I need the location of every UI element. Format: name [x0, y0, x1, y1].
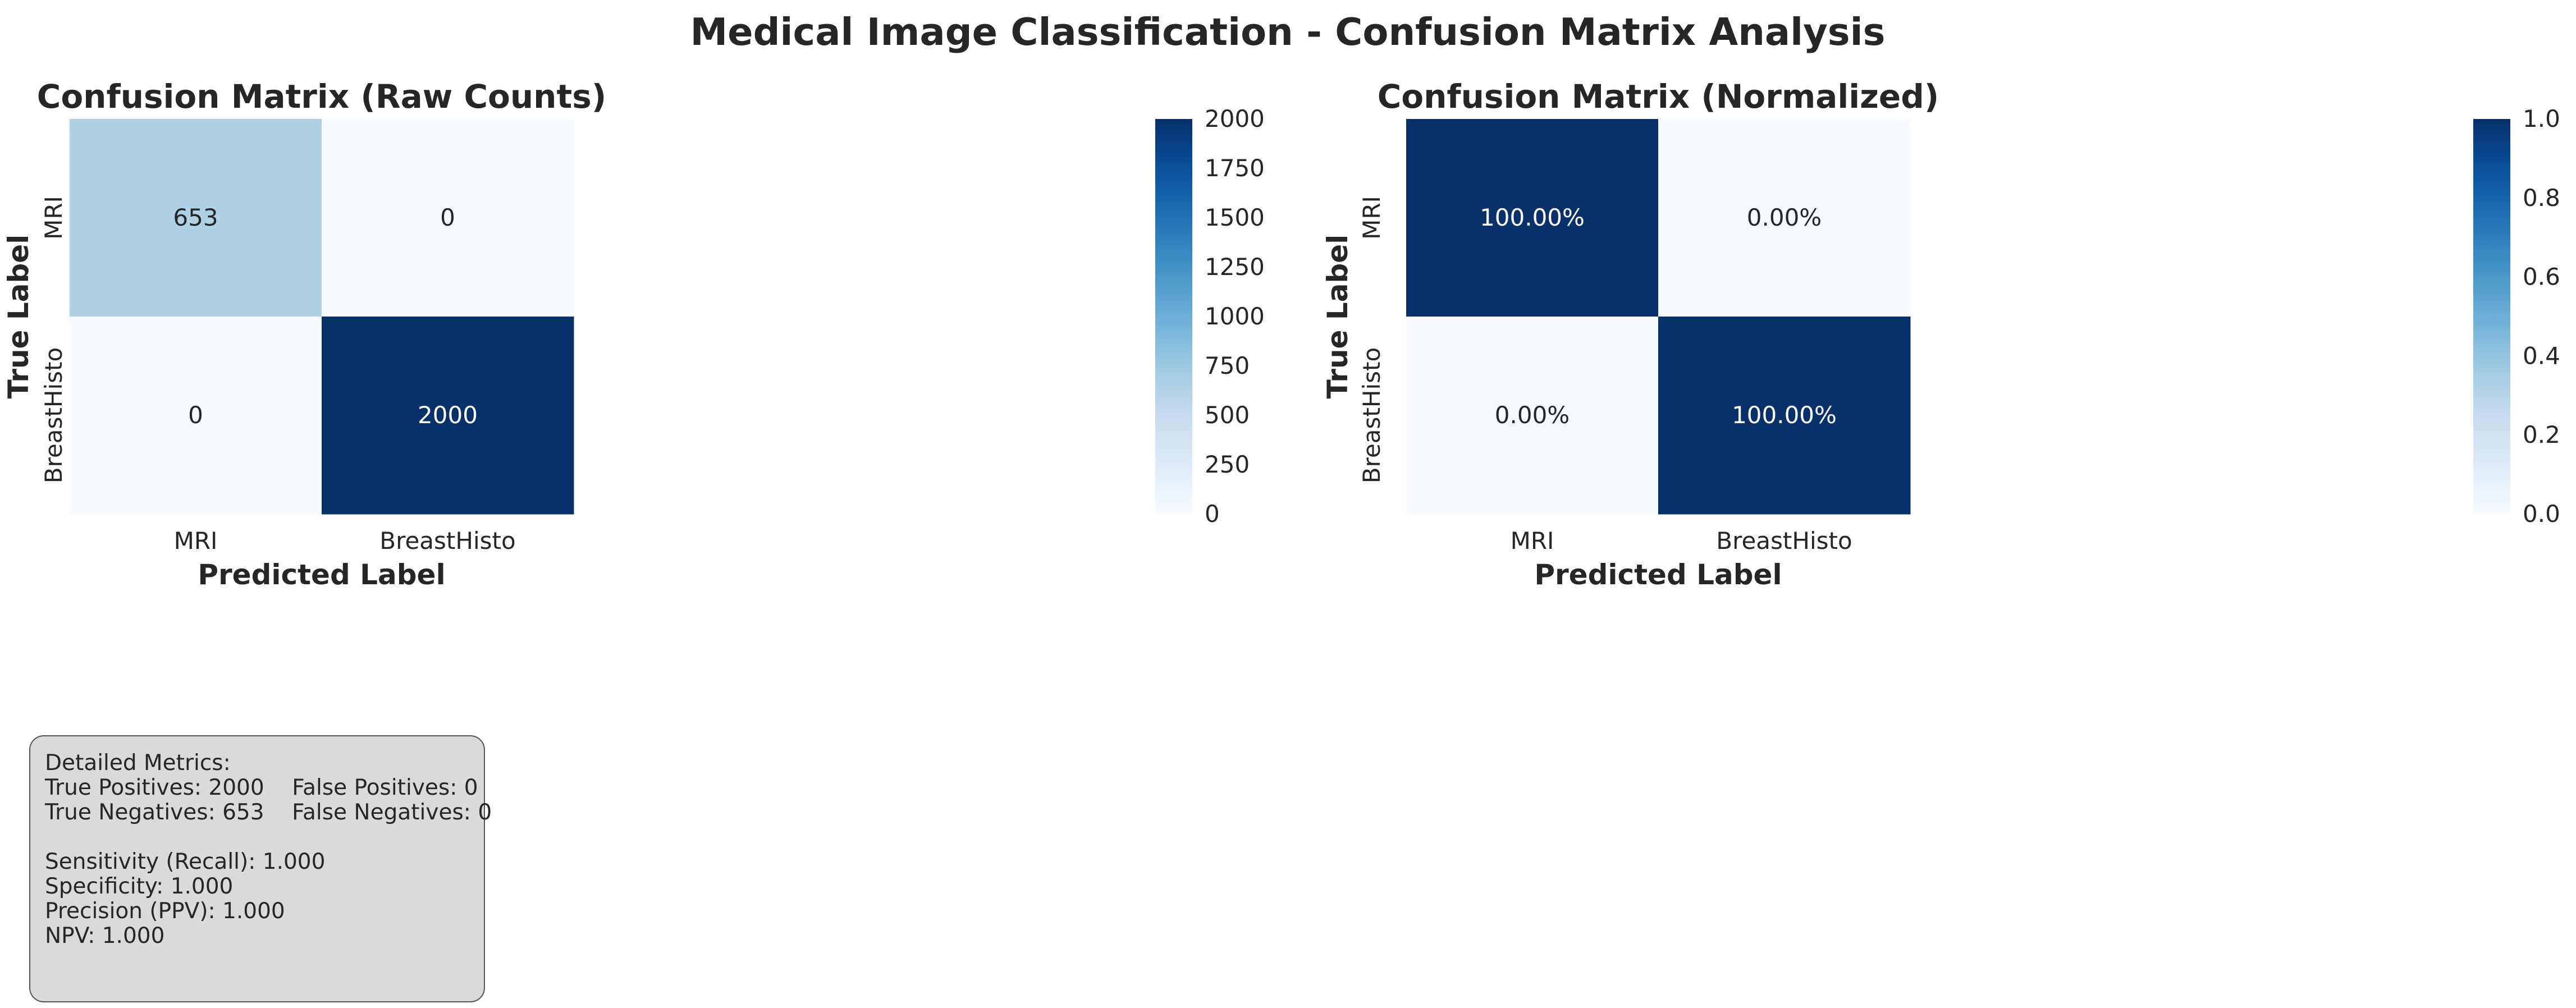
- detailed-metrics-box: Detailed Metrics: True Positives: 2000 F…: [29, 735, 492, 1002]
- cell-value-label: 0: [440, 204, 455, 231]
- colorbar-tick-label: 0.8: [2523, 184, 2560, 212]
- metrics-tn-fn: True Negatives: 653 False Negatives: 0: [45, 800, 492, 825]
- cell-value-label: 0.00%: [1747, 204, 1822, 231]
- cell-value-label: 100.00%: [1732, 401, 1837, 429]
- colorbar-tick-label: 2000: [1205, 105, 1265, 132]
- x-axis-label: Predicted Label: [1534, 558, 1782, 591]
- colorbar-tick-label: 0.2: [2523, 421, 2560, 448]
- colorbar-tick-label: 0: [1205, 500, 1220, 528]
- y-tick-label: MRI: [40, 196, 67, 240]
- colorbar-tick-label: 1500: [1205, 204, 1265, 231]
- colorbar-tick-label: 0.4: [2523, 342, 2560, 369]
- y-tick-label: BreastHisto: [1358, 347, 1385, 483]
- colorbar: [2473, 119, 2510, 514]
- metrics-specificity: Specificity: 1.000: [45, 874, 234, 899]
- x-tick-label: BreastHisto: [1716, 527, 1852, 555]
- colorbar-tick-label: 0.6: [2523, 263, 2560, 291]
- heatmap-cell: [1406, 317, 1659, 515]
- metrics-heading: Detailed Metrics:: [45, 750, 231, 776]
- colorbar-tick-label: 1250: [1205, 253, 1265, 281]
- y-axis-label: True Label: [1321, 235, 1354, 399]
- colorbar-tick-label: 0.0: [2523, 500, 2560, 528]
- colorbar-tick-label: 1000: [1205, 303, 1265, 330]
- x-axis-label: Predicted Label: [198, 558, 445, 591]
- x-tick-label: MRI: [174, 527, 218, 555]
- y-axis-label: True Label: [2, 235, 35, 399]
- colorbar-tick-label: 1750: [1205, 154, 1265, 182]
- heatmap-cell: [322, 119, 574, 317]
- y-tick-label: BreastHisto: [40, 347, 67, 483]
- heatmap-cell: [70, 119, 322, 317]
- colorbar-tick-label: 750: [1205, 352, 1250, 379]
- cell-value-label: 100.00%: [1480, 204, 1585, 231]
- metrics-precision: Precision (PPV): 1.000: [45, 899, 285, 924]
- x-tick-label: MRI: [1511, 527, 1554, 555]
- heatmap-cell: [322, 317, 574, 515]
- colorbar-tick-label: 500: [1205, 401, 1250, 429]
- cell-value-label: 653: [173, 204, 218, 231]
- x-tick-label: BreastHisto: [379, 527, 515, 555]
- figure-title: Medical Image Classification - Confusion…: [690, 10, 1885, 54]
- cell-value-label: 0.00%: [1495, 401, 1570, 429]
- raw-counts-panel: Confusion Matrix (Raw Counts) 653 0 0 2000 MR…: [2, 77, 1265, 591]
- metrics-tp-fp: True Positives: 2000 False Positives: 0: [45, 775, 478, 800]
- colorbar-tick-label: 1.0: [2523, 105, 2560, 132]
- panel-title: Confusion Matrix (Normalized): [1378, 77, 1939, 116]
- normalized-panel: Confusion Matrix (Normalized)100.00% 0.00…: [1321, 77, 2560, 591]
- cell-value-label: 0: [188, 401, 203, 429]
- panel-title: Confusion Matrix (Raw Counts): [37, 77, 606, 116]
- colorbar: [1155, 119, 1192, 514]
- heatmap-cell: [1658, 119, 1911, 317]
- colorbar-tick-label: 250: [1205, 451, 1250, 478]
- y-tick-label: MRI: [1358, 196, 1385, 240]
- heatmap-cell: [1658, 317, 1911, 515]
- metrics-npv: NPV: 1.000: [45, 923, 165, 949]
- heatmap-cell: [70, 317, 322, 515]
- metrics-sensitivity: Sensitivity (Recall): 1.000: [45, 849, 326, 874]
- cell-value-label: 2000: [418, 401, 478, 429]
- heatmap-cell: [1406, 119, 1659, 317]
